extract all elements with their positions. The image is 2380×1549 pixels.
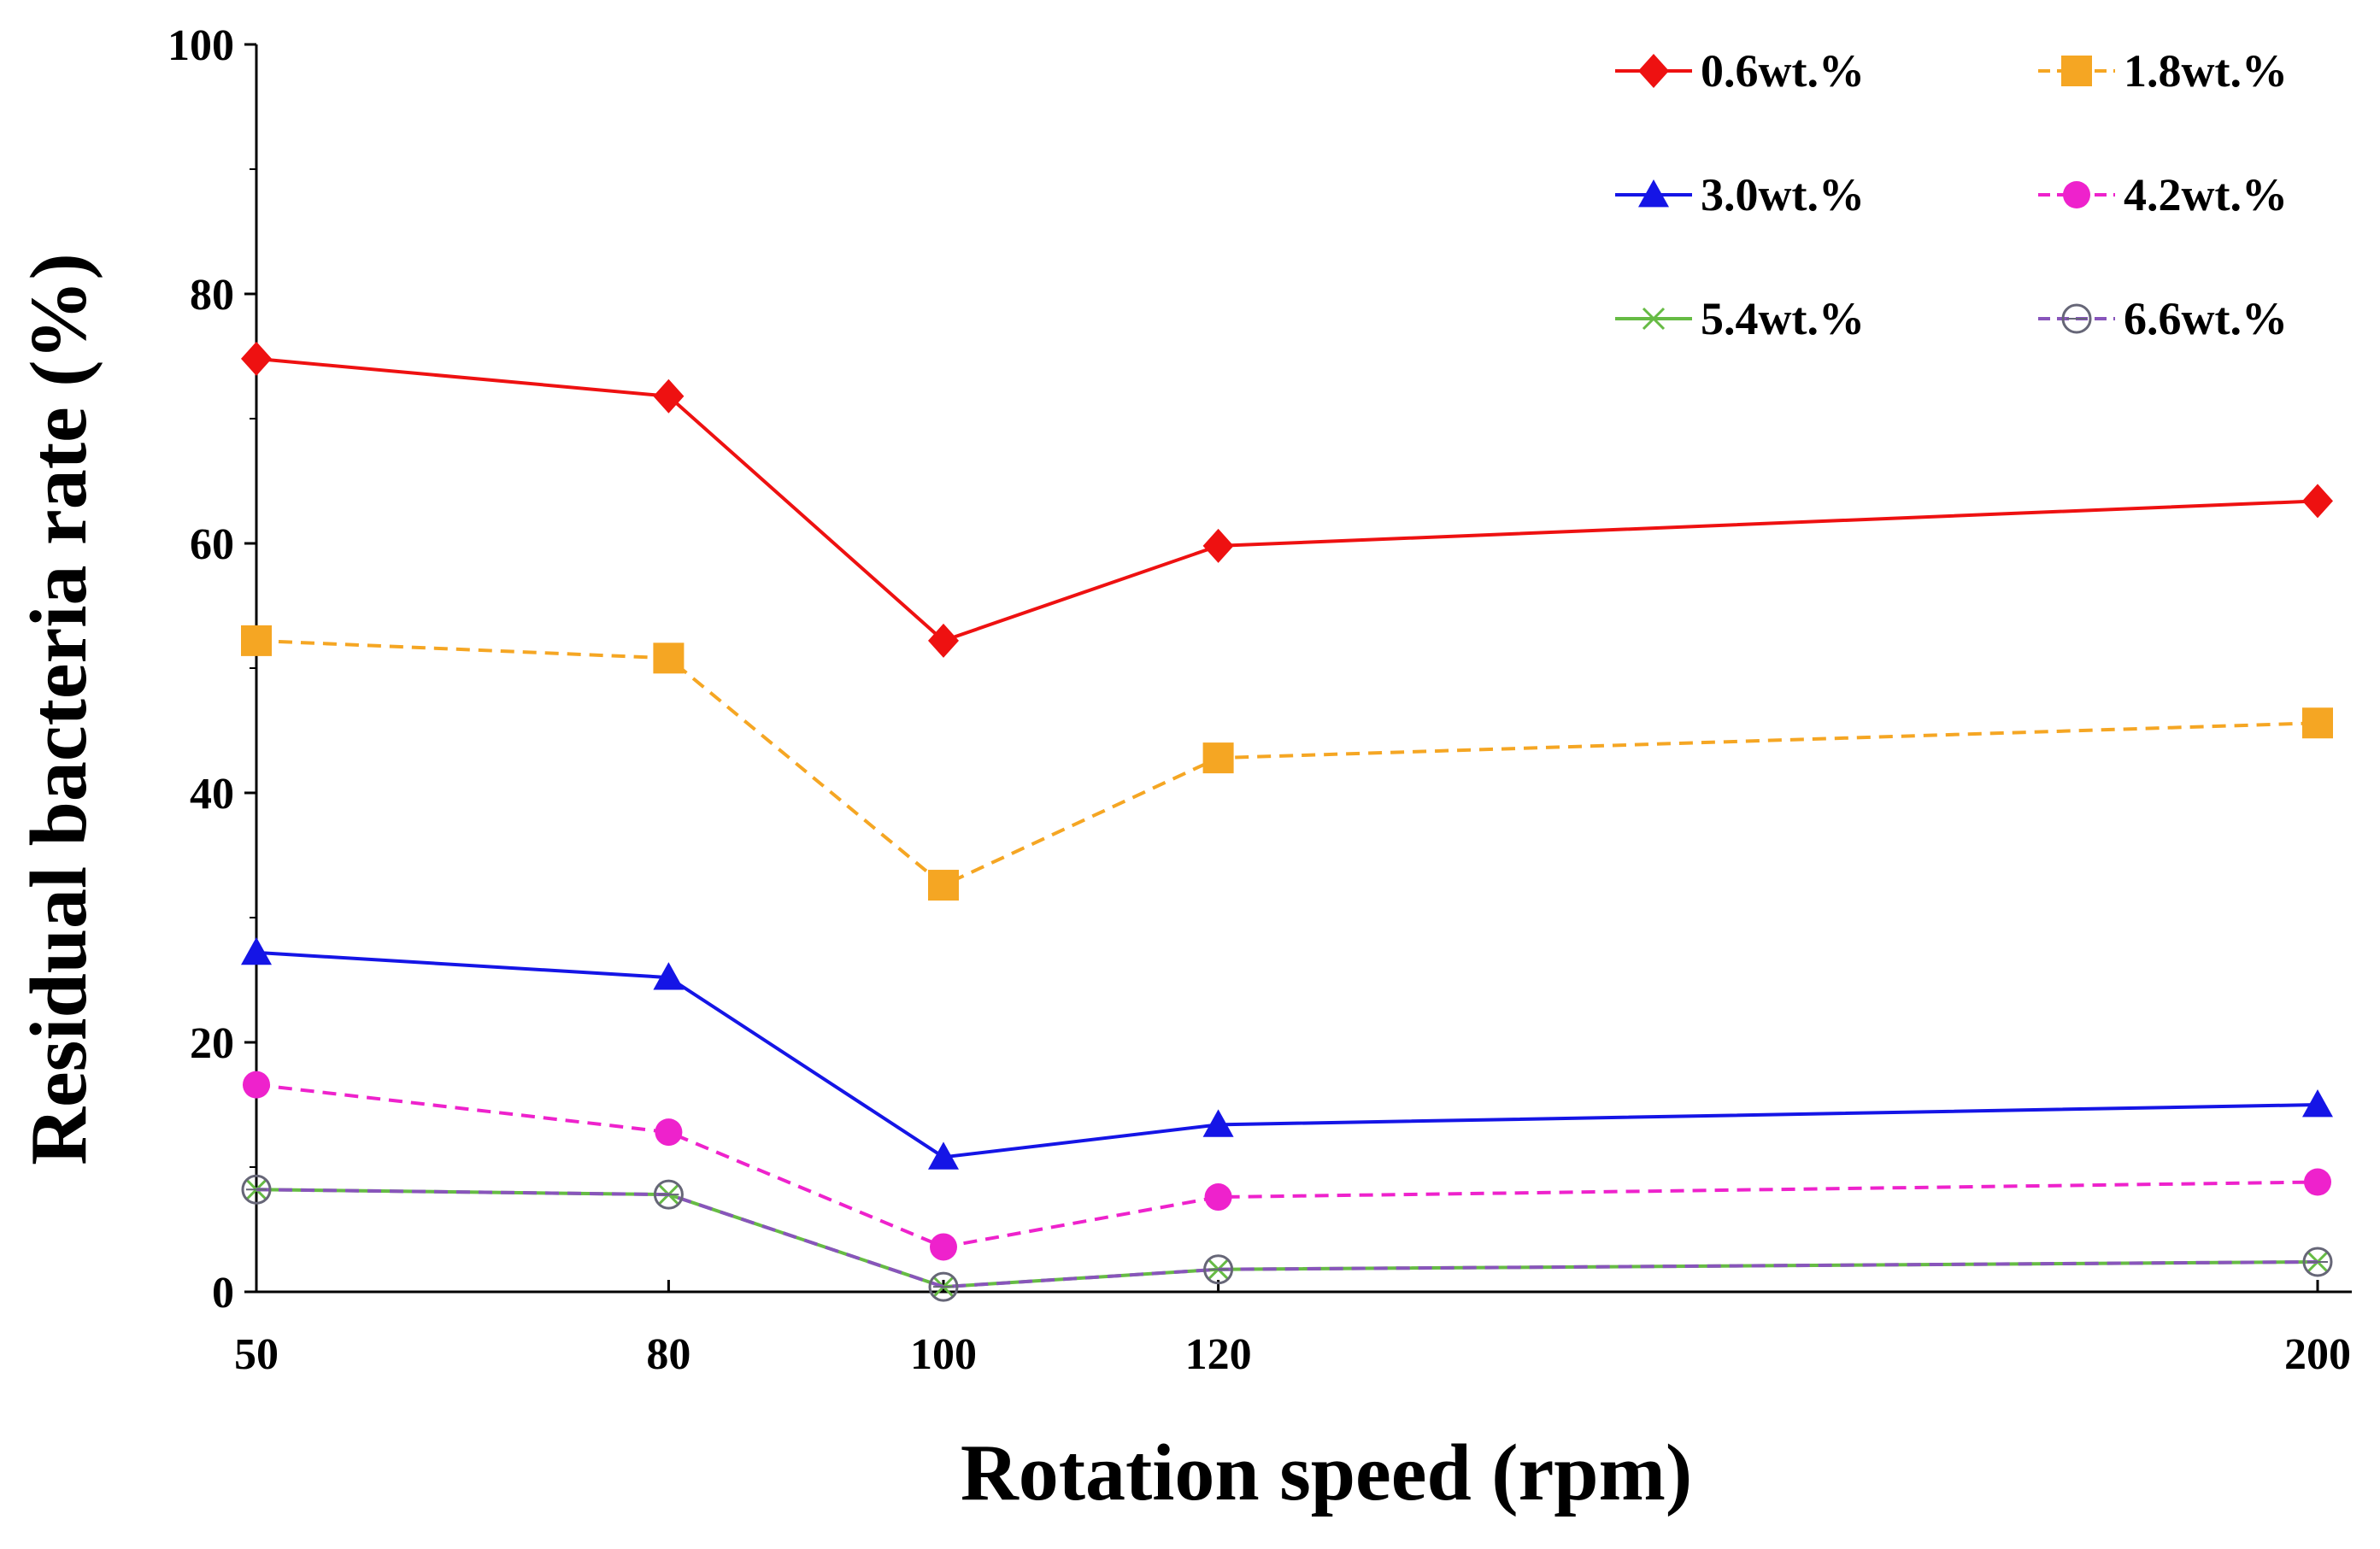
legend-item: 6.6wt.% <box>2038 293 2288 344</box>
legend-label: 3.0wt.% <box>1701 169 1865 220</box>
legend-item: 4.2wt.% <box>2038 169 2288 220</box>
data-point <box>2302 707 2333 739</box>
x-tick-label: 50 <box>234 1330 279 1379</box>
y-tick-label: 20 <box>190 1019 234 1068</box>
x-axis-title: Rotation speed (rpm) <box>961 1429 1692 1517</box>
y-tick-label: 100 <box>167 21 234 70</box>
legend-label: 4.2wt.% <box>2124 169 2288 220</box>
data-point <box>655 1118 683 1147</box>
data-point <box>1203 1254 1234 1285</box>
axes: 0 20 40 60 80 100 50 80 100 120 200 <box>167 21 2352 1379</box>
x-tick-label: 200 <box>2284 1330 2351 1379</box>
data-point <box>241 936 272 965</box>
series-4.2wt.% <box>243 1071 2331 1261</box>
x-tick-label: 80 <box>646 1330 690 1379</box>
legend-item: 0.6wt.% <box>1615 45 1865 97</box>
y-tick-label: 80 <box>190 271 234 320</box>
series-5.4wt.% <box>244 1178 2330 1299</box>
data-point <box>241 625 272 656</box>
data-point <box>653 642 685 674</box>
data-point <box>1202 528 1234 563</box>
data-point <box>1638 179 1669 208</box>
data-point <box>2063 181 2090 208</box>
data-point <box>243 1071 270 1099</box>
data-point <box>2061 303 2092 334</box>
series-line <box>256 638 2318 888</box>
series-line <box>256 950 2318 1159</box>
series-line <box>256 1188 2318 1289</box>
data-point <box>1202 1109 1234 1137</box>
data-point <box>2302 1089 2333 1118</box>
data-point <box>1202 742 1234 774</box>
y-tick-label: 0 <box>212 1269 234 1317</box>
legend: 0.6wt.% 1.8wt.% 3.0wt.% 4.2wt.% 5.4wt.% 6.6wt… <box>1615 45 2288 344</box>
series-6.6wt.% <box>241 1174 2333 1302</box>
x-tick-label: 100 <box>910 1330 977 1379</box>
data-point <box>241 341 272 376</box>
data-point <box>928 623 959 658</box>
series-0.6wt.% <box>241 341 2333 658</box>
x-tick-label: 120 <box>1185 1330 1252 1379</box>
data-point <box>928 1271 959 1302</box>
data-point <box>653 962 685 990</box>
series-1.8wt.% <box>241 625 2333 901</box>
data-point <box>653 378 685 414</box>
series-layer <box>241 341 2333 1302</box>
legend-item: 3.0wt.% <box>1615 169 1865 220</box>
legend-item: 5.4wt.% <box>1615 293 1865 344</box>
legend-label: 6.6wt.% <box>2124 293 2288 344</box>
data-point <box>2061 56 2092 86</box>
data-point <box>930 1233 957 1261</box>
y-tick-label: 40 <box>190 770 234 819</box>
series-line <box>256 356 2318 642</box>
series-line <box>256 1188 2318 1289</box>
data-point <box>241 1174 272 1205</box>
legend-label: 5.4wt.% <box>1701 293 1865 344</box>
data-point <box>2304 1168 2331 1196</box>
legend-label: 0.6wt.% <box>1701 45 1865 97</box>
y-axis-title: Residual bacteria rate (%) <box>15 253 103 1165</box>
data-point <box>1642 307 1666 331</box>
data-point <box>1638 54 1669 88</box>
legend-item: 1.8wt.% <box>2038 45 2288 97</box>
data-point <box>653 1179 684 1210</box>
y-tick-label: 60 <box>190 520 234 569</box>
data-point <box>2302 484 2333 519</box>
data-point <box>928 1141 959 1170</box>
data-point <box>928 870 959 901</box>
series-3.0wt.% <box>241 936 2333 1170</box>
legend-label: 1.8wt.% <box>2124 45 2288 97</box>
data-point <box>1204 1183 1232 1212</box>
data-point <box>2302 1247 2333 1277</box>
